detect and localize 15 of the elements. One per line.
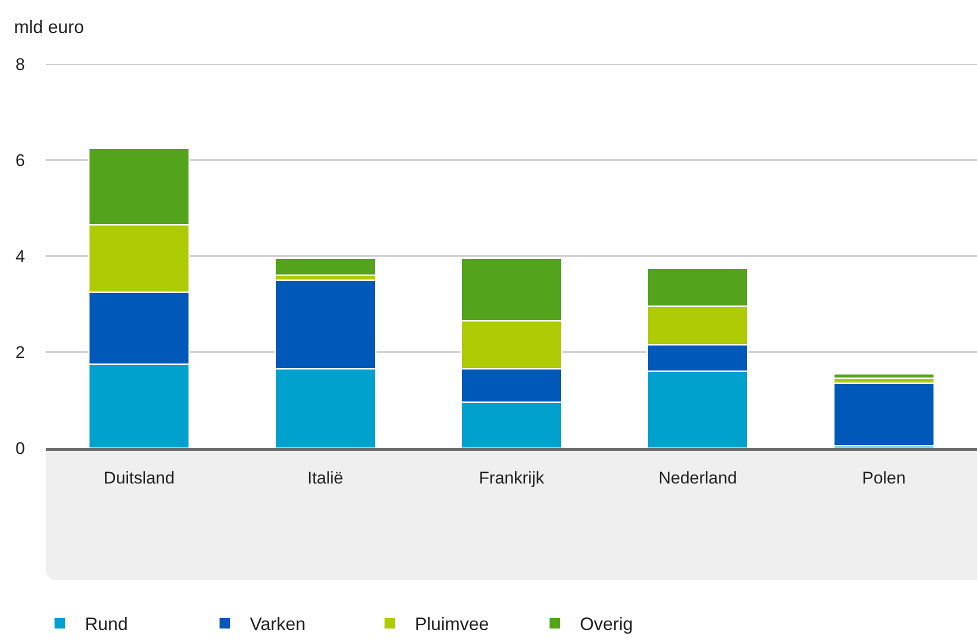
y-tick-label: 8	[16, 54, 25, 74]
legend-label: Rund	[84, 614, 128, 634]
y-tick-label: 0	[16, 438, 25, 458]
x-tick-label: Frankrijk	[478, 468, 545, 488]
legend-label: Overig	[580, 614, 633, 634]
legend-label: Varken	[250, 614, 306, 634]
x-tick-label: Nederland	[658, 468, 737, 488]
y-axis-title: mld euro	[14, 17, 84, 37]
y-tick-label: 4	[16, 246, 25, 266]
y-tick-label: 2	[16, 342, 25, 362]
y-tick-label: 6	[16, 150, 25, 170]
x-tick-label: Polen	[862, 468, 906, 488]
x-tick-label: Italië	[307, 468, 344, 488]
x-tick-label: Duitsland	[104, 468, 175, 488]
legend-label: Pluimvee	[414, 614, 489, 634]
